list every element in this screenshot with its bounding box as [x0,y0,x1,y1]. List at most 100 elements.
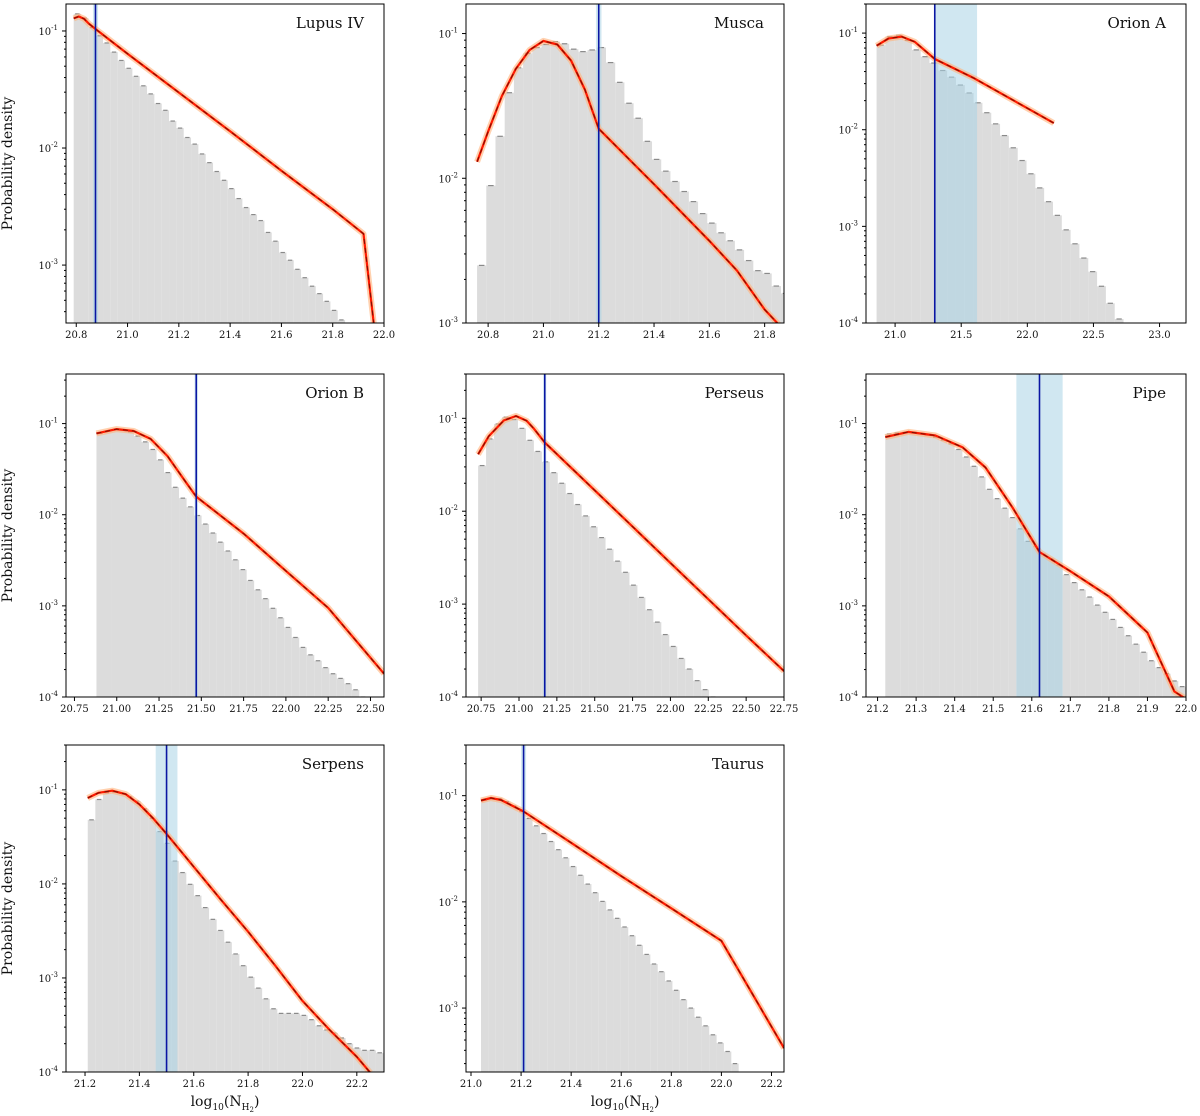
x-tick-label: 22.00 [272,704,301,715]
plot-area [95,374,384,697]
y-tick-exponent: -1 [51,24,58,32]
histogram-bar [762,273,772,323]
histogram-bar [284,1013,293,1072]
histogram-bar [242,207,250,323]
histogram-bar [991,123,1001,323]
panel-orion-a: 21.0 21.5 22.0 22.5 23.0 10-1 10-2 10-3 10-4 Orio… [838,3,1187,341]
y-tick-label: 10-4 [38,690,58,704]
histogram-bar [224,550,232,697]
histogram-bar [645,609,654,697]
histogram-bar [550,41,560,323]
histogram-bar [344,683,352,697]
y-tick-exponent: -2 [51,877,58,885]
panel-lupus-iv: 20.8 21.0 21.2 21.4 21.6 21.8 22.0 10-1 10-2 10-3… [0,3,395,341]
y-tick-exponent: -2 [51,508,58,516]
histogram-bar [216,542,225,697]
axes-frame [465,3,785,324]
histogram-bar [235,198,243,323]
histogram-bar [198,153,206,323]
histogram-bar [249,214,258,323]
histogram-bar [193,895,202,1072]
histogram-bar [533,451,542,697]
histogram-bar [164,472,172,697]
histogram-bar [504,92,514,323]
histogram-bar [257,220,265,323]
histogram-bar [179,498,187,697]
x-tick-label: 20.75 [60,704,89,715]
histogram-bar [503,801,511,1072]
panel-title: Orion A [1107,14,1166,32]
histogram-bar [900,432,909,697]
histogram-bar [970,466,978,697]
histogram-bar [513,67,524,323]
histogram-bar [186,506,195,697]
x-tick-label: 21.4 [560,1079,582,1090]
x-axis-label-part: ) [254,1094,259,1110]
y-tick-label: 10-4 [838,316,858,330]
histogram-bar [652,159,662,323]
histogram-bar [876,45,886,323]
histogram-bar [323,301,331,323]
histogram-bar [1088,271,1098,323]
y-tick-label: 10-2 [38,141,58,155]
y-tick-exponent: -4 [51,690,58,698]
histogram-bar [523,53,533,323]
panel-orion-b: 20.75 21.00 21.25 21.50 21.75 22.00 22.25 22.50… [0,373,385,715]
histogram-bar [148,818,156,1072]
histogram-bar [133,436,142,697]
y-tick-label: 10-1 [838,26,858,40]
panel-title: Pipe [1133,384,1166,402]
histogram-bar [239,965,247,1072]
x-tick-label: 22.5 [1082,330,1104,341]
histogram-bar [665,980,673,1072]
histogram-bar [345,1043,354,1072]
panel-taurus: 21.0 21.2 21.4 21.6 21.8 22.0 22.210-110-210-3… [438,744,785,1114]
axes-frame [465,373,785,698]
histogram-bar [920,56,930,323]
y-tick-exponent: -3 [51,599,58,607]
histogram-bar [771,286,781,323]
panel-title: Taurus [712,755,764,773]
histogram-bar [478,465,487,697]
histogram-bar [723,1051,732,1072]
histogram-bar [993,498,1001,697]
histogram-bar [111,429,119,697]
histogram-bar [201,524,210,697]
histogram-bar [605,62,616,323]
histogram-bar [156,459,165,697]
x-axis-label-part: ) [654,1094,659,1110]
histogram-bar [495,798,504,1072]
histogram-bar [687,1008,695,1072]
histogram-bar [1097,286,1106,323]
x-tick-label: 21.5 [982,704,1004,715]
y-axis-label: Probability density [0,97,16,231]
histogram-bar [125,68,133,323]
threshold-uncertainty-band [934,4,978,323]
histogram-bar [613,918,621,1072]
histogram-bar [213,171,221,323]
histogram-bar [330,1032,338,1072]
panel-musca: 20.8 21.0 21.2 21.4 21.6 21.8 10-1 10-2 10-3 Musc… [438,3,785,341]
histogram-bar [731,1063,739,1072]
histogram-bar [1093,605,1102,697]
histogram-bar [569,49,579,323]
histogram-bar [254,589,262,697]
x-axis-label-part: 10 [212,1103,224,1112]
panel-title: Serpens [302,755,364,773]
histogram-bar [1178,686,1186,697]
y-tick-exponent: -3 [851,599,858,607]
histogram-bar [360,1050,369,1072]
histogram-bar [716,1042,724,1072]
histogram-bar [1062,574,1071,697]
histogram-bar [1079,258,1089,323]
histogram-bar [125,796,134,1072]
y-tick-label: 10-3 [438,1001,458,1015]
x-tick-label: 21.2 [588,330,610,341]
plot-area [875,4,1124,323]
histogram-bar [642,954,651,1072]
x-tick-label: 21.9 [1136,704,1158,715]
y-tick-label: 10-1 [838,417,858,431]
histogram-bar [118,793,126,1072]
histogram-bar [488,798,496,1072]
plot-area [474,4,784,323]
